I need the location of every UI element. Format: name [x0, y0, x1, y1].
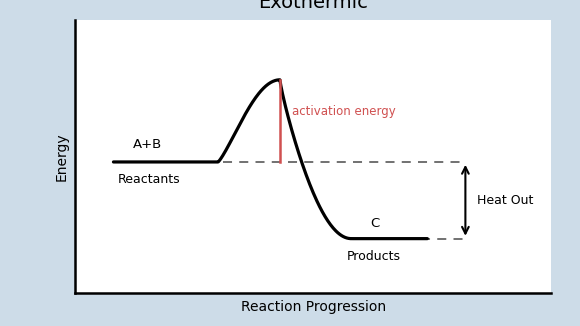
Text: Heat Out: Heat Out: [477, 194, 534, 207]
Title: Exothermic: Exothermic: [258, 0, 368, 12]
Text: activation energy: activation energy: [292, 105, 396, 117]
Text: Reactants: Reactants: [118, 173, 181, 186]
X-axis label: Reaction Progression: Reaction Progression: [241, 300, 386, 314]
Text: Products: Products: [346, 250, 401, 262]
Y-axis label: Energy: Energy: [55, 132, 68, 181]
Text: A+B: A+B: [132, 138, 162, 151]
Text: C: C: [370, 217, 379, 230]
